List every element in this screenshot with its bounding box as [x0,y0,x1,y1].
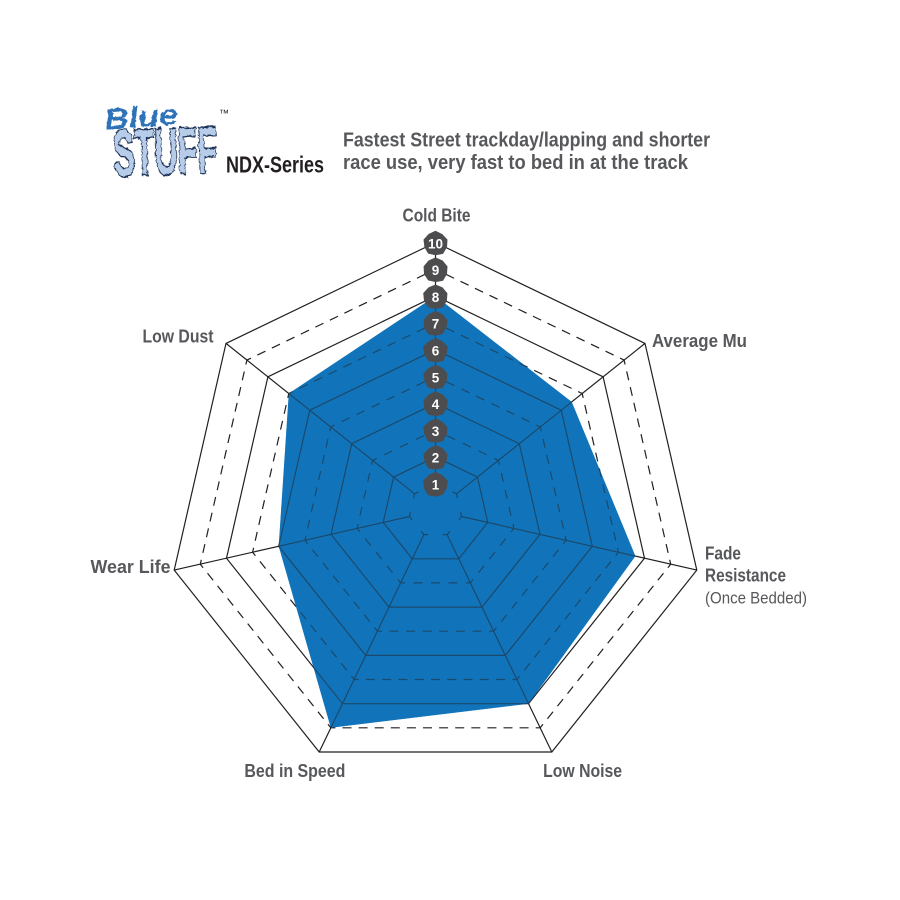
svg-text:6: 6 [432,344,440,359]
svg-text:3: 3 [432,424,440,439]
svg-text:Cold Bite: Cold Bite [403,206,471,226]
svg-text:NDX-Series: NDX-Series [226,152,324,178]
svg-text:Low Noise: Low Noise [543,761,622,781]
svg-text:STUFF: STUFF [111,112,217,189]
svg-text:Average Mu: Average Mu [652,331,747,351]
svg-text:™: ™ [219,109,229,120]
svg-text:Low Dust: Low Dust [143,327,214,347]
svg-text:Resistance: Resistance [705,566,786,586]
svg-text:4: 4 [432,397,440,412]
svg-text:5: 5 [432,370,440,385]
svg-text:race use, very fast to bed in: race use, very fast to bed in at the tra… [343,151,689,174]
svg-text:1: 1 [432,478,440,493]
svg-text:Fastest Street trackday/lappin: Fastest Street trackday/lapping and shor… [343,129,710,152]
svg-text:Wear Life: Wear Life [91,557,171,577]
svg-text:8: 8 [432,290,440,305]
svg-text:7: 7 [432,317,440,332]
svg-text:2: 2 [432,451,440,466]
svg-text:(Once Bedded): (Once Bedded) [705,589,807,608]
svg-text:Fade: Fade [705,544,741,564]
svg-text:10: 10 [428,236,443,251]
svg-text:Bed in Speed: Bed in Speed [244,761,345,781]
svg-text:9: 9 [432,263,440,278]
svg-text:Blue: Blue [102,98,178,136]
